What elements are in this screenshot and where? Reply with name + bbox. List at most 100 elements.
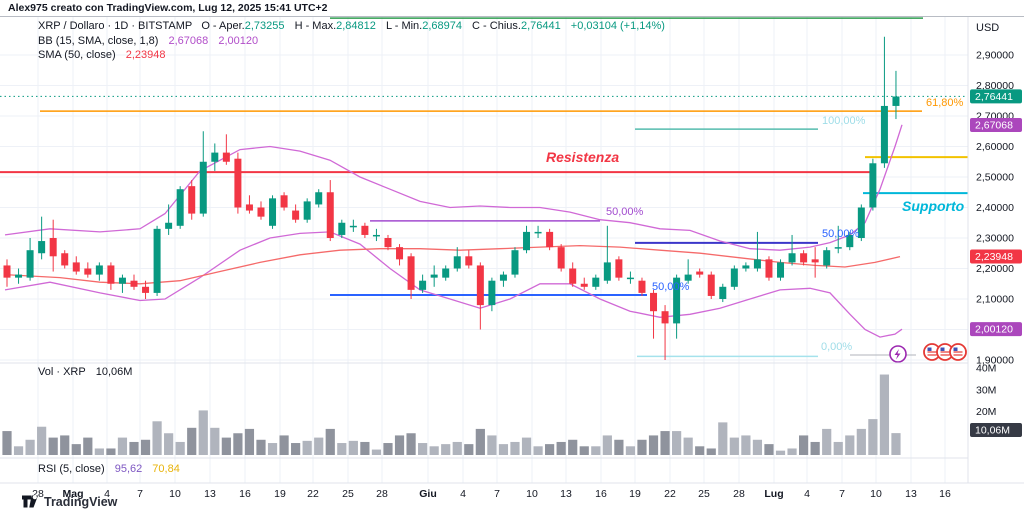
candle-body [869,163,877,208]
candle-body [730,268,738,287]
volume-bar [868,419,878,455]
price-badge-label: 2,23948 [975,251,1013,263]
time-tick-label: 16 [239,488,251,500]
volume-bar [591,446,601,455]
volume-bar [891,433,901,455]
volume-pane-header[interactable]: Vol · XRP 10,06M [38,366,132,378]
time-tick-label: 16 [595,488,607,500]
rsi-value-1: 95,62 [114,463,143,475]
volume-bar [383,443,393,455]
candle-body [72,262,80,272]
volume-bar [406,433,416,455]
volume-bar [279,435,289,455]
candle-body [199,161,207,214]
volume-tick-label: 20M [976,406,996,418]
price-badge-label: 2,76441 [975,91,1013,103]
price-badge [970,322,1022,337]
candle-body [95,265,103,275]
bb-upper-value: 2,67068 [168,34,209,47]
candle-body [118,277,126,284]
volume-tick-label: 40M [976,363,996,375]
volume-bar [25,439,35,455]
candle-body [245,204,253,211]
candle-body [488,280,496,306]
candle-body [361,225,369,235]
price-tick-label: 1,90000 [976,355,1014,367]
price-tick-label: 2,50000 [976,172,1014,184]
candle-body [511,250,519,275]
volume-bar [244,428,255,455]
resistenza-label[interactable]: Resistenza [546,149,620,165]
rsi-value-2: 70,84 [152,463,180,475]
candle-body [49,238,57,257]
attribution-text: Alex975 creato con TradingView.com, Lug … [8,2,328,14]
volume-bar [13,446,24,455]
time-tick-label: 16 [939,488,951,500]
price-tick-label: 2,10000 [976,294,1014,306]
symbol-legend[interactable]: XRP / Dollaro · 1D · BITSTAMP O - Aper. 2… [38,20,665,64]
time-tick-label: Giu [419,488,437,500]
open-label: O - Aper. [201,20,245,32]
volume-bar [37,426,47,455]
sma-indicator-label[interactable]: SMA (50, close) [38,49,116,61]
candle-body [592,277,600,287]
candle-body [211,152,219,162]
time-tick-label: 19 [629,488,641,500]
rsi-pane-header[interactable]: RSI (5, close) 95,62 70,84 [38,463,180,475]
fib-100-label: 100,00% [822,115,866,127]
time-tick-label: 4 [104,488,110,500]
candle-body [407,256,415,290]
candle-body [800,253,808,263]
low-label: L - Min. [385,20,423,32]
candle-body [638,280,646,293]
bb-indicator-label[interactable]: BB (15, SMA, close, 1,8) [38,34,159,47]
volume-bar [602,435,612,455]
volume-bar [545,444,555,455]
time-tick-label: 28 [376,488,388,500]
volume-badge [970,423,1022,437]
price-tick-label: 2,20000 [976,263,1014,275]
volume-bar [106,448,116,455]
price-badge-label: 2,00120 [975,324,1013,336]
volume-bar [822,428,832,455]
volume-bar [775,450,786,455]
time-tick-label: 25 [698,488,710,500]
candle-body [372,234,380,237]
price-tick-label: 2,30000 [976,233,1014,245]
volume-badge-label: 10,06M [975,425,1010,437]
candle-body [661,311,669,324]
flag-canton [927,347,932,351]
supporto-label[interactable]: Supporto [902,198,965,214]
volume-bar [729,437,739,455]
time-tick-label: 7 [839,488,845,500]
volume-bar [510,441,520,455]
bb-lower-value: 2,00120 [218,34,259,47]
volume-bar [175,441,185,455]
candle-body [534,231,542,234]
flag-canton [953,347,958,351]
volume-bar [429,446,439,455]
tradingview-logo[interactable]: TradingView [22,494,117,509]
candle-body [788,253,796,263]
volume-bar [94,448,104,455]
volume-bar [314,437,324,455]
time-tick-label: Lug [764,488,783,500]
volume-bar [672,431,682,455]
time-tick-label: Mag [63,488,84,500]
change-value: +0,03104 (+1,14%) [570,20,665,32]
price-badge [970,117,1022,132]
price-badge-label: 2,67068 [975,119,1013,131]
candle-body [15,274,23,278]
close-label: C - Chius. [472,20,521,32]
volume-bar [787,448,797,455]
candle-body [626,277,634,280]
volume-bar [625,446,636,455]
volume-bar [2,431,12,455]
candle-body [546,231,554,248]
candle-body [338,222,346,235]
candle-body [696,271,704,275]
symbol-title[interactable]: XRP / Dollaro · 1D · BITSTAMP [38,20,193,32]
sma50-line [4,244,901,285]
